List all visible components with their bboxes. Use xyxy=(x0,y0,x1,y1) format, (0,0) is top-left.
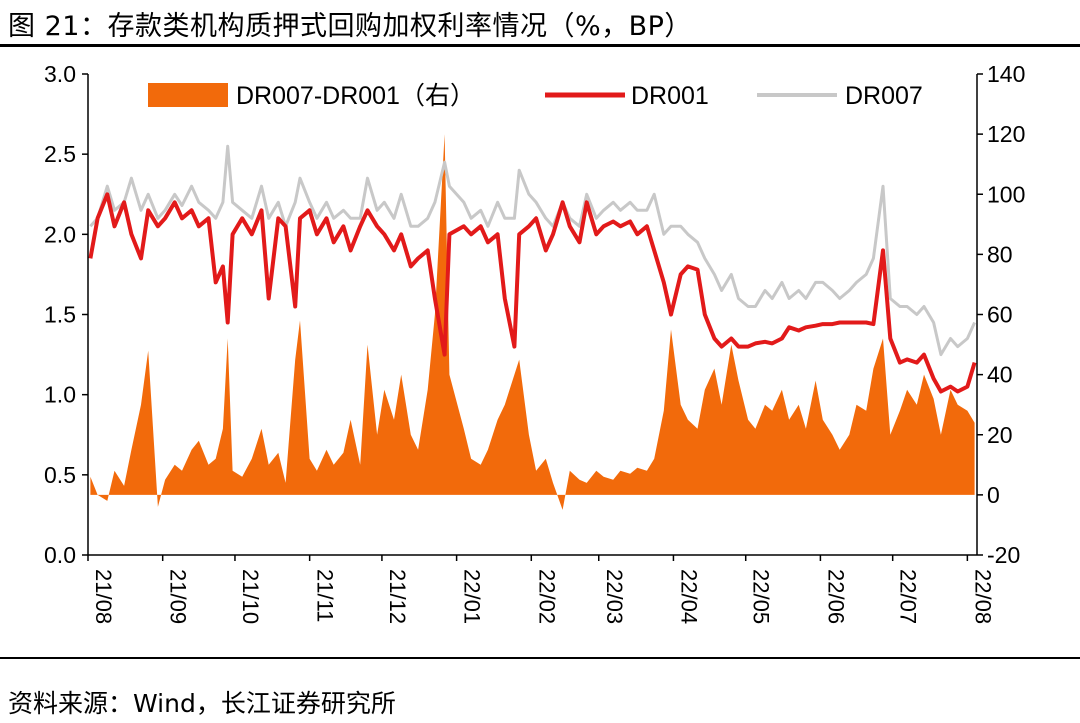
x-tick-label: 22/07 xyxy=(896,569,921,624)
legend-swatch xyxy=(148,83,228,107)
y-right-tick-label: 60 xyxy=(987,302,1013,328)
series-area-dr007-dr001 xyxy=(90,134,975,510)
x-tick-label: 22/01 xyxy=(460,569,485,624)
y-left-tick-label: 0.0 xyxy=(44,542,76,568)
y-left-tick-label: 2.0 xyxy=(44,221,76,247)
source-note: 资料来源：Wind，长江证券研究所 xyxy=(8,689,396,718)
axes-layer: 0.0 0.5 1.0 1.5 2.0 2.5 3.0 -20 0 20 40 60 80 100 120 1… xyxy=(44,61,1025,624)
y-right-tick-label: 20 xyxy=(987,422,1013,448)
y-right-tick-label: 140 xyxy=(987,61,1025,87)
x-tick-label: 22/03 xyxy=(602,569,627,624)
y-left-tick-label: 2.5 xyxy=(44,141,76,167)
y-right-tick-label: 40 xyxy=(987,362,1013,388)
y-right-tick-label: 80 xyxy=(987,241,1013,267)
x-tick-label: 21/09 xyxy=(166,569,191,624)
y-left-tick-label: 1.5 xyxy=(44,302,76,328)
x-tick-label: 21/08 xyxy=(91,569,116,624)
x-tick-label: 21/10 xyxy=(238,569,263,624)
legend-label: DR007 xyxy=(845,82,923,110)
y-right-tick-label: -20 xyxy=(987,542,1020,568)
legend-label: DR001 xyxy=(631,82,709,110)
y-left-tick-label: 3.0 xyxy=(44,61,76,87)
series-line-dr001 xyxy=(88,192,977,394)
y-right-tick-label: 0 xyxy=(987,482,1000,508)
x-tick-label: 22/02 xyxy=(534,569,559,624)
legend: DR007-DR001（右） DR001 DR007 xyxy=(148,82,923,110)
x-tick-label: 21/12 xyxy=(385,569,410,624)
legend-item-dr007-dr001: DR007-DR001（右） xyxy=(148,82,475,110)
x-tick-label: 22/05 xyxy=(749,569,774,624)
y-right-tick-label: 120 xyxy=(987,121,1025,147)
x-tick-label: 22/08 xyxy=(970,569,995,624)
x-tick-label: 22/06 xyxy=(823,569,848,624)
legend-label: DR007-DR001（右） xyxy=(236,82,475,110)
bottom-rule xyxy=(0,657,1080,659)
x-tick-label: 21/11 xyxy=(313,569,338,622)
top-rule xyxy=(0,44,1080,47)
rate-lines-layer xyxy=(88,144,977,394)
x-tick-label: 22/04 xyxy=(676,569,701,624)
spread-area-layer xyxy=(90,134,975,510)
legend-item-dr007: DR007 xyxy=(757,82,923,110)
series-line-dr007 xyxy=(89,144,976,357)
y-left-tick-label: 1.0 xyxy=(44,382,76,408)
figure-title: 图 21：存款类机构质押式回购加权利率情况（%，BP） xyxy=(8,11,692,42)
legend-item-dr001: DR001 xyxy=(545,82,709,110)
dual-axis-chart: 0.0 0.5 1.0 1.5 2.0 2.5 3.0 -20 0 20 40 60 80 100 120 1… xyxy=(44,61,1025,624)
y-left-tick-label: 0.5 xyxy=(44,462,76,488)
y-right-tick-label: 100 xyxy=(987,181,1025,207)
